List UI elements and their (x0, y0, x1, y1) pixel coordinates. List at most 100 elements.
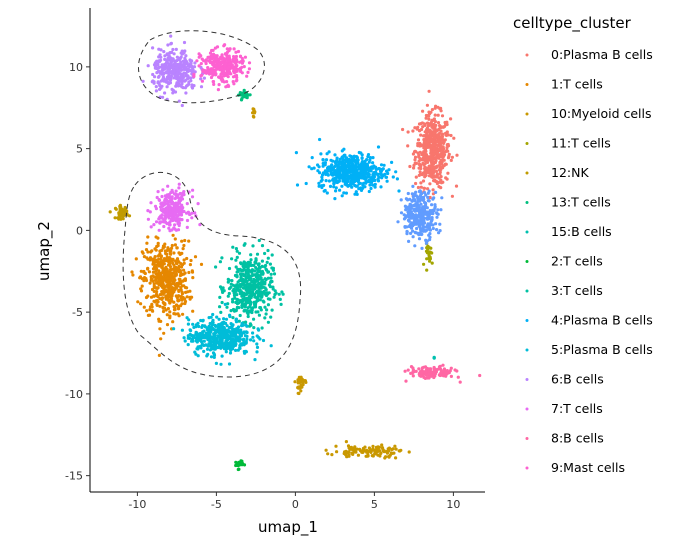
point-8-b-cells (459, 381, 462, 384)
point-8-b-cells (434, 368, 437, 371)
point-1-t-cells (186, 295, 189, 298)
point-4-plasma-b-cells (341, 155, 344, 158)
point-6-b-cells (166, 43, 169, 46)
point-5-plasma-b-cells (210, 355, 213, 358)
point-3-t-cells (269, 281, 272, 284)
point-5-plasma-b-cells (234, 349, 237, 352)
point-1-t-cells (172, 264, 175, 267)
point-3-t-cells (251, 274, 254, 277)
point-8-b-cells (412, 374, 415, 377)
point-0-plasma-b-cells (429, 221, 432, 224)
point-1-t-cells (149, 305, 152, 308)
point-0-plasma-b-cells (430, 155, 433, 158)
point-5-plasma-b-cells (225, 318, 228, 321)
point-7-t-cells (182, 210, 185, 213)
point-3-t-cells (258, 239, 261, 242)
legend-item: 2:T cells (526, 254, 603, 269)
point-7-t-cells (178, 208, 181, 211)
point-1-t-cells (156, 299, 159, 302)
point-0-plasma-b-cells (426, 127, 429, 130)
point-1-t-cells (189, 263, 192, 266)
point-1-t-cells (183, 239, 186, 242)
point-8-b-cells (450, 375, 453, 378)
point-3-t-cells (264, 264, 267, 267)
point-6-b-cells (173, 63, 176, 66)
y-tick-label: 0 (76, 224, 83, 237)
point-5-plasma-b-cells (211, 323, 214, 326)
point-1-t-cells (150, 258, 153, 261)
point-7-t-cells (186, 219, 189, 222)
point-1-t-cells (162, 287, 165, 290)
point-8-b-cells (420, 372, 423, 375)
point-6-b-cells (169, 35, 172, 38)
legend-swatch (526, 260, 529, 263)
point-5-plasma-b-cells (224, 322, 227, 325)
point-1-t-cells (171, 287, 174, 290)
legend-label: 3:T cells (551, 283, 603, 298)
point-3-t-cells (263, 306, 266, 309)
point-1-t-cells (167, 263, 170, 266)
point-5-plasma-b-cells (214, 338, 217, 341)
point-9-mast-cells (245, 75, 248, 78)
point-6-b-cells (142, 80, 145, 83)
point-5-plasma-b-cells (193, 351, 196, 354)
point-7-t-cells (172, 216, 175, 219)
point-1-t-cells (168, 301, 171, 304)
point-3-t-cells (255, 259, 258, 262)
point-1-t-cells (180, 295, 183, 298)
point-9-mast-cells (226, 51, 229, 54)
point-1-t-cells (187, 240, 190, 243)
point-1-t-cells (165, 253, 168, 256)
point-13-t-cells (245, 96, 248, 99)
point-5-plasma-b-cells (225, 341, 228, 344)
point-4-plasma-b-cells (353, 174, 356, 177)
point-3-t-cells (247, 268, 250, 271)
point-5-plasma-b-cells (208, 339, 211, 342)
point-0-plasma-b-cells (416, 201, 419, 204)
point-0-plasma-b-cells (423, 191, 426, 194)
point-0-plasma-b-cells (419, 181, 422, 184)
point-3-t-cells (240, 284, 243, 287)
x-tick-label: -5 (211, 498, 222, 511)
point-0-plasma-b-cells (434, 120, 437, 123)
legend: celltype_cluster 0:Plasma B cells1:T cel… (513, 14, 653, 475)
point-10-myeloid-cells (330, 453, 333, 456)
point-3-t-cells (247, 315, 250, 318)
point-8-b-cells (457, 376, 460, 379)
point-0-plasma-b-cells (417, 186, 420, 189)
point-0-plasma-b-cells (406, 210, 409, 213)
point-0-plasma-b-cells (416, 126, 419, 129)
point-6-b-cells (171, 88, 174, 91)
point-0-plasma-b-cells (451, 156, 454, 159)
point-0-plasma-b-cells (455, 185, 458, 188)
point-0-plasma-b-cells (420, 247, 423, 250)
point-3-t-cells (256, 276, 259, 279)
point-0-plasma-b-cells (431, 141, 434, 144)
point-5-plasma-b-cells (253, 358, 256, 361)
point-3-t-cells (255, 290, 258, 293)
point-11-t-cells (426, 251, 429, 254)
point-3-t-cells (231, 300, 234, 303)
point-0-plasma-b-cells (434, 124, 437, 127)
point-3-t-cells (267, 303, 270, 306)
point-4-plasma-b-cells (371, 161, 374, 164)
point-5-plasma-b-cells (230, 322, 233, 325)
point-5-plasma-b-cells (252, 339, 255, 342)
point-8-b-cells (415, 370, 418, 373)
point-6-b-cells (200, 85, 203, 88)
point-12-nk (123, 210, 126, 213)
point-10-myeloid-cells (301, 381, 304, 384)
point-0-plasma-b-cells (455, 154, 458, 157)
point-5-plasma-b-cells (208, 331, 211, 334)
point-10-myeloid-cells (350, 452, 353, 455)
point-7-t-cells (190, 216, 193, 219)
point-1-t-cells (169, 251, 172, 254)
point-4-plasma-b-cells (343, 169, 346, 172)
point-7-t-cells (174, 212, 177, 215)
point-9-mast-cells (227, 84, 230, 87)
point-10-myeloid-cells (393, 445, 396, 448)
point-1-t-cells (150, 275, 153, 278)
point-4-plasma-b-cells (325, 158, 328, 161)
point-3-t-cells (236, 306, 239, 309)
point-5-plasma-b-cells (226, 345, 229, 348)
